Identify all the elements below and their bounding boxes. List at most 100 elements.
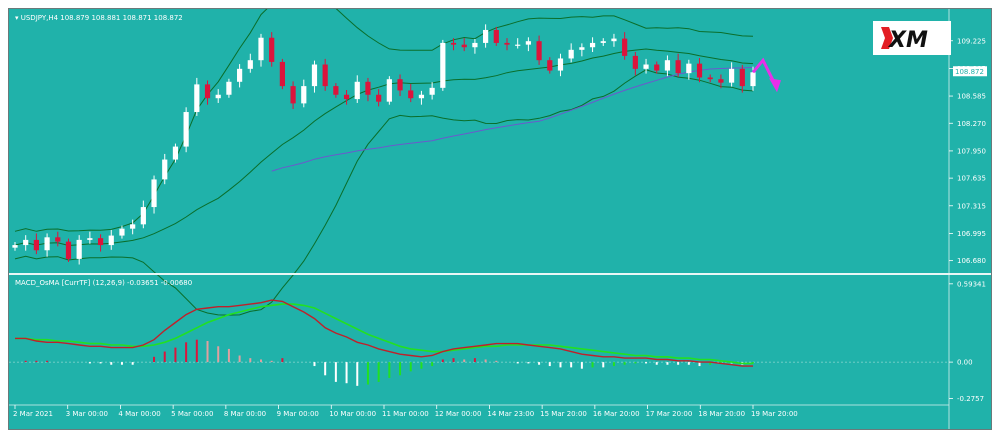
candle: [130, 219, 136, 235]
macd-panel[interactable]: [9, 299, 949, 386]
candle-body: [151, 179, 157, 208]
candle-body: [226, 81, 232, 95]
candle: [354, 75, 360, 103]
price-tick-label: 107.635: [957, 175, 986, 183]
candle-body: [568, 49, 574, 59]
time-axis-ticks: 2 Mar 2021 3 Mar 00:00 4 Mar 00:00 5 Mar 00…: [13, 405, 798, 418]
bb-middle: [14, 48, 754, 247]
candle: [515, 38, 521, 49]
candle-body: [258, 37, 264, 61]
candle-body: [183, 112, 189, 147]
candle: [258, 33, 264, 67]
candle: [483, 24, 489, 48]
candle: [162, 153, 168, 185]
candle: [600, 38, 606, 46]
candle-body: [611, 38, 617, 42]
candle: [44, 233, 50, 257]
candle: [76, 235, 82, 265]
candle-body: [654, 64, 660, 71]
time-tick-label: 11 Mar 00:00: [382, 410, 429, 418]
candle-body: [632, 55, 638, 69]
candle-body: [418, 94, 425, 99]
candle-body: [707, 77, 713, 80]
time-tick-label: 8 Mar 00:00: [224, 410, 266, 418]
candle: [365, 77, 371, 102]
candle-body: [301, 86, 307, 104]
candle-body: [750, 72, 756, 87]
candle-body: [664, 60, 671, 71]
candle-body: [589, 42, 596, 48]
candle: [579, 43, 585, 57]
price-tick-label: 106.680: [957, 257, 986, 265]
price-panel[interactable]: [12, 9, 781, 316]
candle: [525, 37, 531, 52]
candle-body: [130, 224, 136, 229]
candle: [408, 83, 414, 103]
candle-body: [472, 42, 478, 48]
candle-body: [215, 94, 221, 99]
candle: [151, 175, 157, 214]
candle-body: [536, 41, 542, 61]
candle: [718, 74, 724, 89]
signal-line: [15, 303, 753, 365]
candle-body: [333, 86, 339, 95]
candle-body: [739, 68, 745, 87]
candle-body: [354, 81, 360, 100]
candle: [108, 229, 114, 250]
candle-body: [194, 84, 200, 113]
candle: [97, 234, 104, 252]
candle: [140, 200, 146, 229]
candle-body: [55, 237, 61, 242]
candle-body: [33, 239, 39, 251]
candle: [333, 83, 339, 98]
candle-body: [686, 63, 692, 74]
time-tick-label: 3 Mar 00:00: [66, 410, 108, 418]
macd-tick-label: 0.00: [957, 359, 973, 367]
candle: [322, 58, 328, 91]
candle: [418, 90, 425, 105]
candle: [183, 107, 189, 153]
candle-body: [547, 60, 553, 71]
candle-body: [557, 58, 564, 71]
candle: [279, 58, 285, 90]
svg-text:108.872: 108.872: [955, 68, 984, 76]
price-tick-label: 107.315: [957, 202, 986, 210]
candle: [643, 58, 649, 74]
candle: [194, 77, 200, 116]
candle-body: [376, 94, 382, 102]
candle-body: [515, 44, 521, 46]
candle-body: [429, 87, 435, 95]
candle: [622, 32, 628, 60]
chart-window[interactable]: 109.225108.905108.585108.270107.950107.6…: [8, 8, 992, 430]
osma-histogram: [24, 339, 754, 386]
candle-body: [162, 159, 168, 180]
candle: [568, 43, 574, 63]
price-header: ▾ USDJPY,H4 108.879 108.881 108.871 108.…: [15, 14, 183, 22]
candle: [632, 51, 638, 76]
candle-body: [76, 239, 82, 259]
bb-lower: [14, 69, 754, 316]
candle: [23, 235, 29, 251]
candle-body: [119, 228, 125, 236]
chart-canvas[interactable]: 109.225108.905108.585108.270107.950107.6…: [9, 9, 991, 429]
candle-body: [108, 235, 114, 246]
candle: [87, 231, 93, 244]
price-tick-label: 108.585: [957, 93, 986, 101]
candle-body: [343, 94, 350, 100]
candle-body: [247, 60, 253, 69]
candle-body: [718, 79, 724, 83]
candle-body: [579, 47, 585, 50]
candle-body: [269, 37, 275, 62]
candle-body: [675, 60, 681, 74]
price-tick-label: 106.995: [957, 230, 986, 238]
candle: [65, 238, 72, 262]
candle: [461, 38, 467, 52]
candle-body: [140, 207, 146, 225]
candle-body: [97, 238, 104, 246]
candle: [343, 90, 350, 105]
candle: [450, 38, 457, 51]
candle: [707, 74, 713, 83]
candle: [33, 233, 39, 255]
forecast-path: [751, 57, 777, 85]
bb-upper: [14, 9, 754, 232]
